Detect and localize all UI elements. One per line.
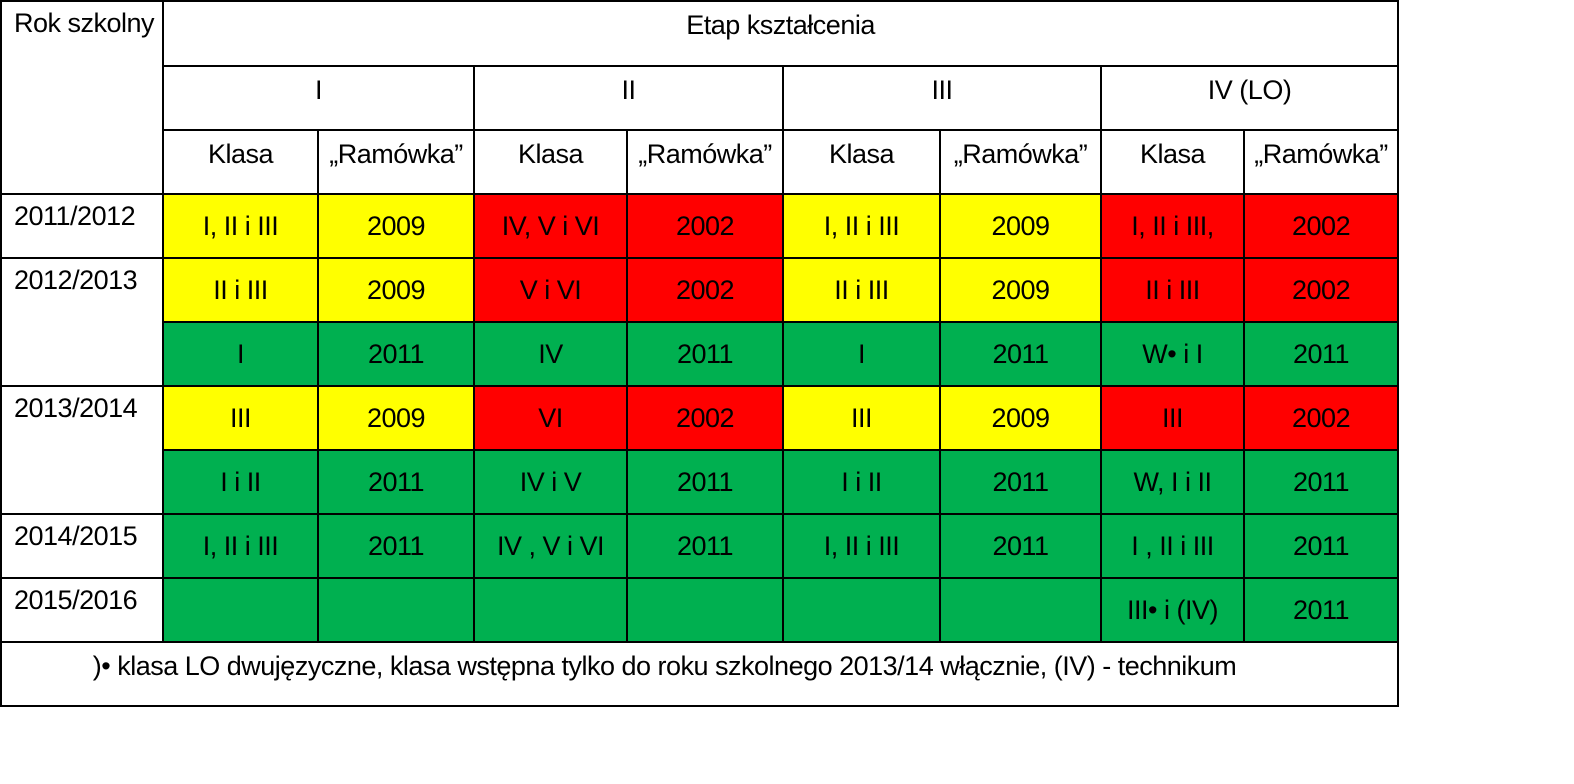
column-header-klasa: Klasa — [473, 129, 628, 195]
table-cell: 2011 — [1242, 513, 1400, 579]
table-cell — [939, 577, 1102, 643]
table-cell: I, II i III — [782, 193, 941, 259]
table-cell: III — [1100, 385, 1245, 451]
year-cell: 2012/2013 — [0, 257, 164, 387]
table-cell: I — [782, 321, 941, 387]
table-cell: 2011 — [626, 321, 784, 387]
table-cell: 2011 — [1242, 577, 1400, 643]
table-cell — [162, 577, 319, 643]
year-cell: 2015/2016 — [0, 577, 164, 643]
column-header-klasa: Klasa — [162, 129, 319, 195]
table-row: 2012/2013 II i III 2009 V i VI 2002 II i… — [0, 257, 1400, 387]
table-cell: III• i (IV) — [1100, 577, 1245, 643]
table-cell: IV , V i VI — [473, 513, 628, 579]
year-cell: 2011/2012 — [0, 193, 164, 259]
table-row: 2015/2016 III• i (IV) 2011 — [0, 577, 1400, 643]
table-cell: II i III — [782, 257, 941, 323]
table-cell: I i II — [782, 449, 941, 515]
table-cell: V i VI — [473, 257, 628, 323]
table-cell: 2011 — [939, 513, 1102, 579]
table-cell: W• i I — [1100, 321, 1245, 387]
column-header-ramowka: „Ramówka” — [317, 129, 475, 195]
table-cell: 2011 — [1242, 321, 1400, 387]
table-cell: 2009 — [939, 257, 1102, 323]
table-cell: 2009 — [317, 193, 475, 259]
column-header-klasa: Klasa — [1100, 129, 1245, 195]
table-cell: 2011 — [1242, 449, 1400, 515]
table-row: 2011/2012 I, II i III 2009 IV, V i VI 20… — [0, 193, 1400, 259]
table-cell: 2002 — [1242, 257, 1400, 323]
table-cell — [626, 577, 784, 643]
table-cell: IV — [473, 321, 628, 387]
table-cell: 2002 — [626, 193, 784, 259]
year-column-header: Rok szkolny — [0, 0, 164, 195]
stage-header-iv-lo: IV (LO) — [1099, 65, 1400, 131]
table-cell: III — [162, 385, 319, 451]
table-cell: 2009 — [939, 193, 1102, 259]
table-cell: 2011 — [317, 513, 475, 579]
table-footnote: )• klasa LO dwujęzyczne, klasa wstępna t… — [0, 641, 1400, 707]
table-cell: I i II — [162, 449, 319, 515]
table-cell: I, II i III — [782, 513, 941, 579]
column-header-ramowka: „Ramówka” — [1242, 129, 1400, 195]
table-cell: W, I i II — [1100, 449, 1245, 515]
stage-header-iii: III — [782, 65, 1102, 131]
table-row: 2013/2014 III 2009 VI 2002 III 2009 III … — [0, 385, 1400, 515]
table-cell: II i III — [1100, 257, 1245, 323]
table-cell: 2011 — [317, 321, 475, 387]
table-cell: 2009 — [939, 385, 1102, 451]
table-cell: 2002 — [626, 385, 784, 451]
table-row: 2014/2015 I, II i III 2011 IV , V i VI 2… — [0, 513, 1400, 579]
table-cell: I, II i III, — [1100, 193, 1245, 259]
table-cell: IV, V i VI — [473, 193, 628, 259]
table-cell: 2009 — [317, 257, 475, 323]
table-cell — [317, 577, 475, 643]
table-cell: I , II i III — [1100, 513, 1245, 579]
table-cell: IV i V — [473, 449, 628, 515]
table-cell: 2009 — [317, 385, 475, 451]
table-cell: I, II i III — [162, 513, 319, 579]
table-cell: 2002 — [1242, 385, 1400, 451]
table-cell: VI — [473, 385, 628, 451]
column-header-ramowka: „Ramówka” — [939, 129, 1102, 195]
table-cell: II i III — [162, 257, 319, 323]
table-cell: 2002 — [1242, 193, 1400, 259]
table-row: I 2011 IV 2011 I 2011 W• i I 2011 — [1, 321, 1400, 387]
table-cell — [473, 577, 628, 643]
table-cell: 2011 — [939, 321, 1102, 387]
table-cell: I, II i III — [162, 193, 319, 259]
stage-header-i: I — [162, 65, 475, 131]
column-header-klasa: Klasa — [782, 129, 941, 195]
table-row: I i II 2011 IV i V 2011 I i II 2011 W, I… — [1, 449, 1400, 515]
table-cell: 2011 — [317, 449, 475, 515]
column-header-ramowka: „Ramówka” — [626, 129, 784, 195]
table-cell: 2002 — [626, 257, 784, 323]
table-cell: III — [782, 385, 941, 451]
curriculum-schedule-table: Rok szkolny Etap kształcenia I II III IV… — [0, 0, 1400, 707]
year-cell: 2014/2015 — [0, 513, 164, 579]
table-cell: 2011 — [626, 449, 784, 515]
table-cell: 2011 — [939, 449, 1102, 515]
stage-group-header: Etap kształcenia — [161, 0, 1400, 67]
year-cell: 2013/2014 — [0, 385, 164, 515]
table-cell: 2011 — [626, 513, 784, 579]
table-cell — [782, 577, 941, 643]
table-cell: I — [162, 321, 319, 387]
stage-header-ii: II — [473, 65, 784, 131]
